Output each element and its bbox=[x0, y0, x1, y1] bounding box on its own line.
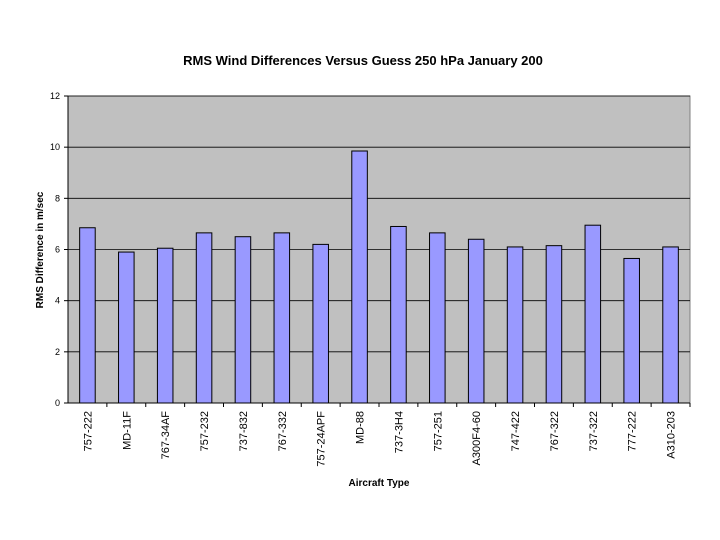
bar-777-222 bbox=[623, 257, 640, 404]
chart-title: RMS Wind Differences Versus Guess 250 hP… bbox=[183, 53, 543, 68]
x-tick-label: 767-332 bbox=[277, 411, 289, 451]
x-axis-label: Aircraft Type bbox=[349, 478, 410, 489]
bars bbox=[79, 150, 679, 404]
bar-737-322 bbox=[584, 224, 602, 404]
x-tick-label: 757-222 bbox=[82, 411, 94, 451]
x-tick-label: 757-251 bbox=[432, 411, 444, 451]
y-tick-label: 12 bbox=[50, 91, 60, 101]
y-tick-label: 0 bbox=[55, 398, 60, 408]
y-tick-label: 8 bbox=[55, 193, 60, 203]
x-tick-label: A310-203 bbox=[666, 411, 678, 459]
bar-A310-203 bbox=[662, 246, 679, 404]
y-axis-ticks: 0 2 4 6 8 10 12 bbox=[50, 91, 68, 408]
bar-757-222 bbox=[79, 227, 96, 404]
x-tick-label: 777-222 bbox=[627, 411, 639, 451]
y-tick-label: 6 bbox=[55, 245, 60, 255]
bar-767-34AF bbox=[156, 247, 174, 404]
bar-747-422 bbox=[506, 246, 524, 404]
bar-A300F4-60 bbox=[467, 238, 485, 404]
y-tick-label: 4 bbox=[55, 296, 60, 306]
bar-MD-88 bbox=[351, 150, 368, 404]
bar-757-232 bbox=[195, 232, 213, 404]
y-tick-label: 10 bbox=[50, 142, 60, 152]
x-tick-label: MD-11F bbox=[121, 411, 133, 450]
x-tick-label: 737-832 bbox=[238, 411, 250, 451]
x-tick-label: 767-34AF bbox=[160, 411, 172, 460]
bar-737-3H4 bbox=[390, 225, 407, 404]
bar-737-832 bbox=[234, 236, 252, 404]
x-axis-ticks: 757-222 MD-11F 767-34AF 757-232 737-832 767-3… bbox=[82, 403, 691, 467]
bar-767-332 bbox=[273, 232, 291, 404]
x-tick-label: 737-3H4 bbox=[393, 411, 405, 453]
x-tick-label: 767-322 bbox=[549, 411, 561, 451]
x-tick-label: 757-24APF bbox=[316, 411, 328, 467]
y-tick-label: 2 bbox=[55, 347, 60, 357]
y-axis-label: RMS Difference in m/sec bbox=[35, 191, 46, 308]
x-tick-label: A300F4-60 bbox=[471, 411, 483, 465]
bar-MD-11F bbox=[118, 251, 135, 404]
x-tick-label: MD-88 bbox=[355, 411, 367, 444]
x-tick-label: 757-232 bbox=[199, 411, 211, 451]
x-tick-label: 747-422 bbox=[510, 411, 522, 451]
x-tick-label: 737-322 bbox=[588, 411, 600, 451]
bar-757-24APF bbox=[312, 243, 329, 404]
bar-757-251 bbox=[429, 232, 446, 404]
bar-767-322 bbox=[545, 245, 563, 404]
